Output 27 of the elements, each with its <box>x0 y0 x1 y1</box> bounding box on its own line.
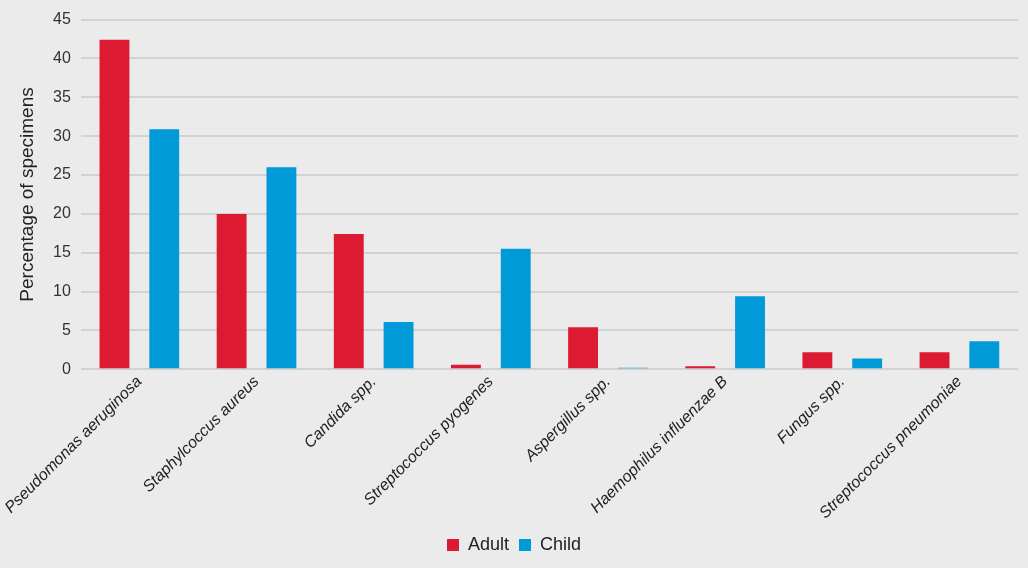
y-tick-label: 45 <box>53 10 71 28</box>
bar <box>919 352 950 369</box>
bar <box>216 213 247 369</box>
bar <box>852 358 883 369</box>
bar <box>568 327 599 369</box>
bar <box>266 167 297 369</box>
y-tick-label: 10 <box>53 282 71 300</box>
bar <box>99 39 130 369</box>
y-tick-label: 5 <box>61 320 71 338</box>
bar <box>383 321 414 369</box>
bar <box>735 296 765 369</box>
bar <box>802 352 833 369</box>
bar <box>333 234 364 369</box>
y-tick-label: 40 <box>53 48 71 66</box>
y-tick-label: 0 <box>61 359 71 377</box>
y-tick-label: 15 <box>53 243 71 261</box>
legend-label: Adult <box>467 533 510 554</box>
bar <box>149 129 180 369</box>
y-tick-label: 20 <box>53 204 71 222</box>
bar <box>969 341 1000 369</box>
bar <box>685 366 716 369</box>
legend-label: Child <box>540 533 582 554</box>
y-tick-label: 35 <box>53 87 71 105</box>
y-axis-title: Percentage of specimens <box>15 87 37 302</box>
y-tick-label: 25 <box>53 165 71 183</box>
y-tick-label: 30 <box>53 126 71 144</box>
bar <box>500 248 531 369</box>
